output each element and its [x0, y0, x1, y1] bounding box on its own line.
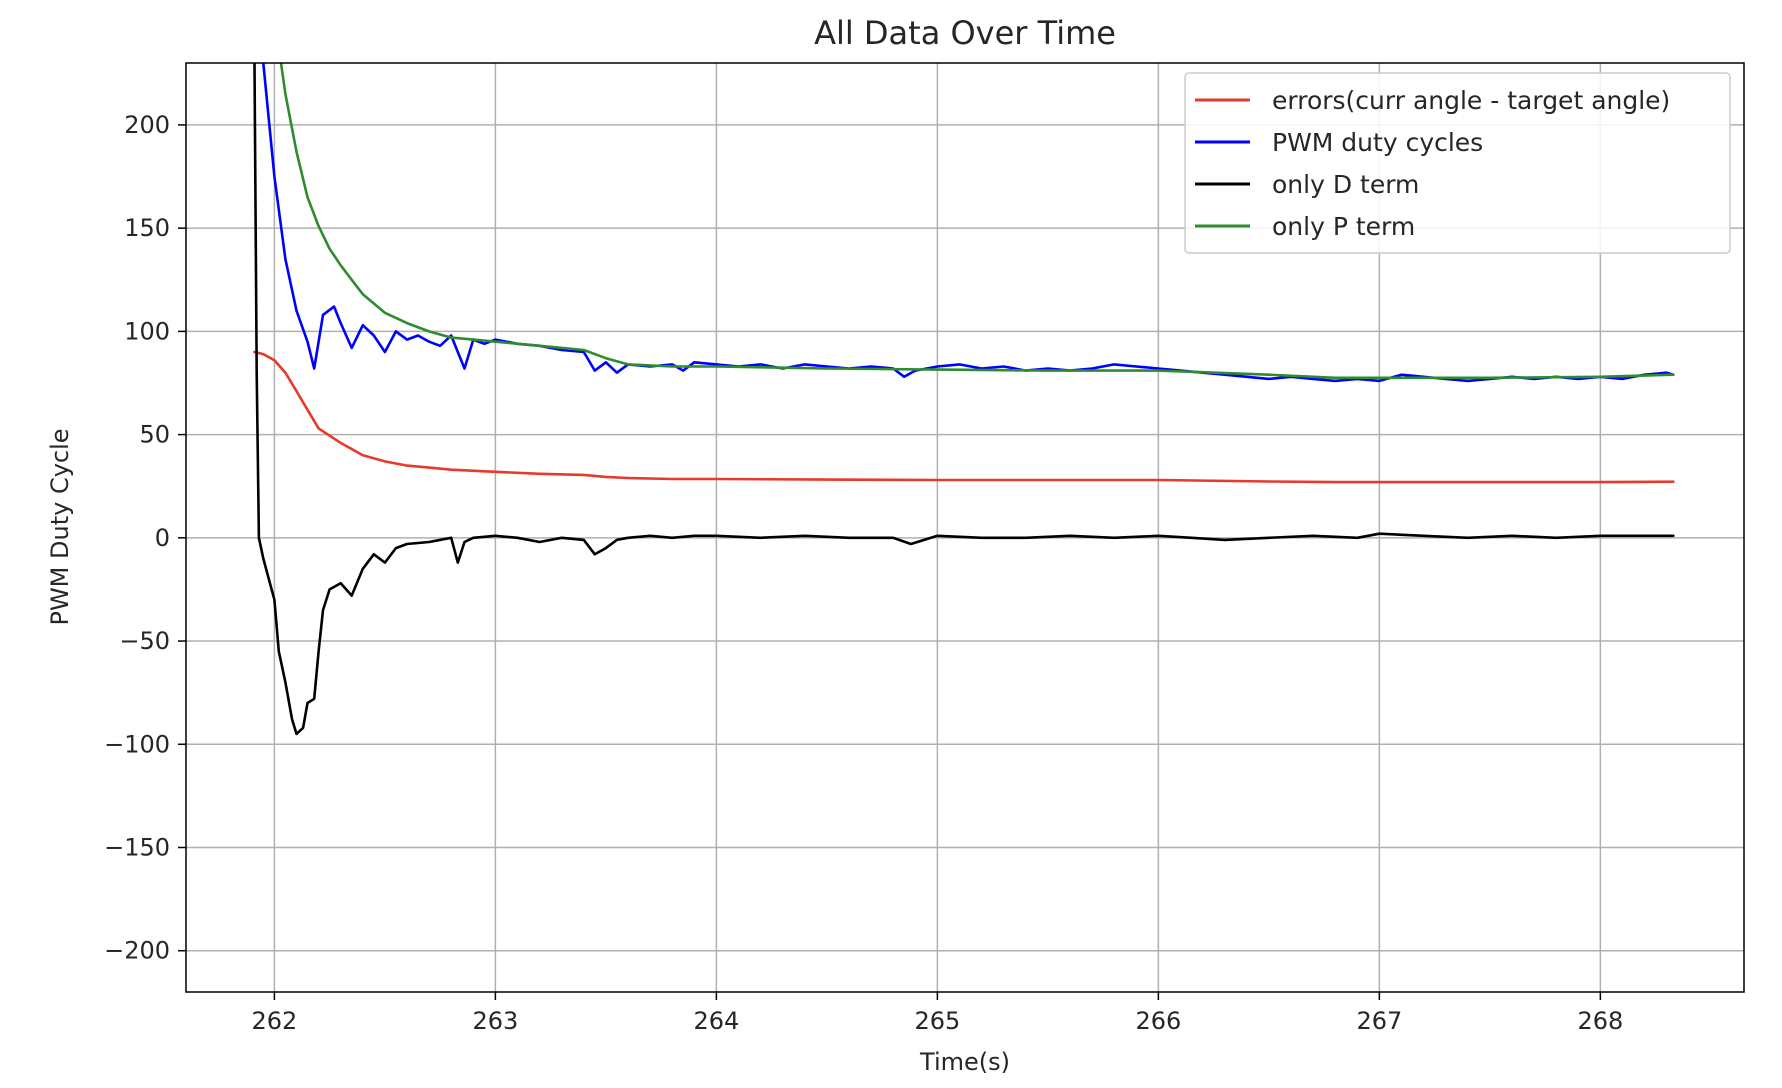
series-layer [253, 63, 1675, 736]
series-line-0 [253, 350, 1675, 484]
legend-entry-2: only D term [1272, 170, 1419, 199]
x-tick-label: 265 [914, 1007, 960, 1035]
y-tick-label: 0 [155, 524, 170, 552]
y-tick-label: 150 [124, 214, 170, 242]
x-tick-label: 267 [1356, 1007, 1402, 1035]
y-tick-label: −200 [104, 937, 170, 965]
x-tick-label: 266 [1135, 1007, 1181, 1035]
chart-title: All Data Over Time [814, 14, 1116, 52]
series-line-3 [279, 63, 1675, 380]
y-tick-label: 50 [139, 421, 170, 449]
x-tick-label: 263 [472, 1007, 518, 1035]
y-tick-label: 100 [124, 317, 170, 345]
legend-box [1184, 72, 1731, 254]
y-axis: −200 −150 −100 −50 0 50 100 150 200 [104, 111, 186, 965]
y-tick-label: −50 [119, 627, 170, 655]
y-tick-label: −100 [104, 730, 170, 758]
legend-entry-1: PWM duty cycles [1272, 128, 1483, 157]
x-tick-label: 264 [693, 1007, 739, 1035]
y-tick-label: −150 [104, 833, 170, 861]
plot-frame [185, 62, 1745, 993]
legend-entry-0: errors(curr angle - target angle) [1272, 86, 1670, 115]
x-tick-label: 262 [251, 1007, 297, 1035]
x-tick-label: 268 [1577, 1007, 1623, 1035]
y-axis-label: PWM Duty Cycle [46, 428, 74, 625]
grid [186, 63, 1744, 992]
legend: errors(curr angle - target angle) PWM dut… [1184, 72, 1731, 254]
legend-entry-3: only P term [1272, 212, 1415, 241]
series-line-2 [253, 63, 1675, 736]
x-axis: 262 263 264 265 266 267 268 [251, 992, 1623, 1035]
x-axis-label: Time(s) [919, 1048, 1010, 1076]
y-tick-label: 200 [124, 111, 170, 139]
